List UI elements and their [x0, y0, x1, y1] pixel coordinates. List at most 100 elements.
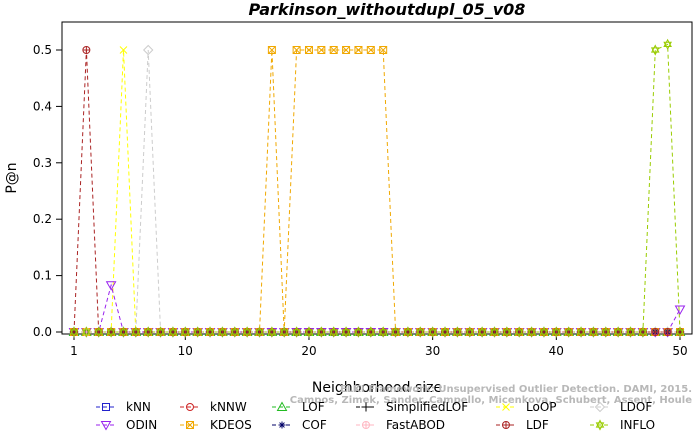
y-tick: 0.2	[33, 212, 62, 226]
legend-item-loop: LoOP	[496, 400, 557, 414]
legend-label: SimplifiedLOF	[386, 400, 468, 414]
x-tick-label: 10	[178, 344, 193, 358]
point-ldf	[663, 328, 672, 336]
legend-item-cof: COF	[272, 418, 327, 432]
legend-item-fastabod: FastABOD	[356, 418, 445, 432]
point-inflo	[131, 326, 141, 338]
x-tick-label: 50	[672, 344, 687, 358]
point-inflo	[205, 326, 215, 338]
point-inflo	[267, 326, 277, 338]
series-line-kdeos	[74, 49, 680, 333]
y-tick-label: 0.5	[33, 43, 52, 57]
point-inflo	[650, 44, 660, 56]
y-tick-label: 0.4	[33, 99, 52, 113]
series-line-inflo	[74, 43, 681, 333]
point-kdeos	[329, 46, 338, 54]
legend-item-odin: ODIN	[96, 418, 157, 432]
point-kdeos	[292, 46, 301, 54]
point-inflo	[453, 326, 462, 338]
y-tick: 0.1	[33, 269, 62, 283]
series-line-loop	[74, 49, 680, 333]
legend-label: ODIN	[126, 418, 157, 432]
legend-label: LoOP	[526, 400, 557, 414]
point-inflo	[106, 326, 116, 338]
point-loop	[119, 46, 128, 54]
y-tick-label: 0.0	[33, 325, 52, 339]
point-odin	[674, 305, 686, 315]
legend: kNN kNNW LOF SimplifiedLOF LoOP LDOF ODIN KDEOS…	[96, 400, 655, 432]
point-kdeos	[317, 46, 326, 54]
series-markers	[68, 38, 686, 338]
x-tick: 10	[178, 334, 193, 358]
point-inflo	[292, 326, 301, 338]
legend-label: kNNW	[210, 400, 247, 414]
x-tick-label: 40	[549, 344, 564, 358]
legend-item-simplifiedlof: SimplifiedLOF	[356, 400, 468, 414]
point-inflo	[156, 326, 165, 338]
credit-line-1: ELKI Framework: Unsupervised Outlier Det…	[340, 384, 692, 395]
legend-item-inflo: INFLO	[590, 418, 655, 432]
point-kdeos	[342, 46, 351, 54]
point-ldof	[142, 44, 154, 56]
point-inflo	[527, 326, 536, 338]
point-inflo	[576, 326, 586, 338]
legend-label: LDF	[526, 418, 549, 432]
legend-item-ldof: LDOF	[590, 400, 652, 414]
legend-label: FastABOD	[386, 418, 445, 432]
point-inflo	[638, 326, 648, 338]
axis-ticks: 1 10 20 30 40 50 0.0 0.1 0.2 0.3 0.4 0.5	[33, 43, 688, 358]
point-kdeos	[267, 46, 276, 54]
point-ldf	[82, 46, 91, 54]
point-inflo	[440, 326, 450, 338]
series-line-ldof	[74, 49, 680, 333]
point-inflo	[539, 326, 549, 338]
point-inflo	[403, 326, 413, 338]
point-inflo	[490, 326, 499, 338]
point-inflo	[502, 326, 512, 338]
legend-label: LDOF	[620, 400, 652, 414]
x-tick-label: 1	[70, 344, 78, 358]
point-inflo	[366, 326, 376, 338]
point-inflo	[69, 326, 79, 338]
point-inflo	[329, 326, 339, 338]
y-tick: 0.3	[33, 156, 62, 170]
point-inflo	[477, 326, 487, 338]
chart-title: Parkinson_withoutdupl_05_v08	[249, 0, 526, 19]
point-inflo	[230, 326, 240, 338]
point-inflo	[465, 326, 475, 338]
point-inflo	[391, 326, 400, 338]
point-inflo	[675, 326, 685, 338]
point-inflo	[514, 326, 524, 338]
legend-label: COF	[302, 418, 327, 432]
point-inflo	[663, 38, 672, 50]
x-tick: 30	[425, 334, 440, 358]
point-inflo	[180, 326, 190, 338]
y-tick-label: 0.1	[33, 269, 52, 283]
point-inflo	[354, 326, 363, 338]
legend-item-knn: kNN	[96, 400, 151, 414]
point-inflo	[304, 326, 314, 338]
point-inflo	[242, 326, 252, 338]
legend-label: INFLO	[620, 418, 655, 432]
x-tick: 1	[70, 334, 78, 358]
point-inflo	[378, 326, 388, 338]
point-inflo	[218, 326, 227, 338]
legend-item-knnw: kNNW	[180, 400, 247, 414]
y-tick-label: 0.2	[33, 212, 52, 226]
legend-label: KDEOS	[210, 418, 252, 432]
x-tick: 40	[549, 334, 564, 358]
point-inflo	[279, 326, 289, 338]
point-inflo	[613, 326, 623, 338]
y-axis-label: P@n	[4, 162, 20, 193]
point-inflo	[415, 326, 425, 338]
point-inflo	[143, 326, 153, 338]
x-tick: 50	[672, 334, 688, 358]
point-inflo	[193, 326, 203, 338]
point-inflo	[94, 326, 104, 338]
point-inflo	[626, 326, 635, 338]
credit-line-2: Campos, Zimek, Sander, Campello, Micenko…	[290, 395, 692, 406]
point-inflo	[255, 326, 264, 338]
point-inflo	[428, 326, 437, 338]
x-tick-label: 20	[301, 344, 316, 358]
